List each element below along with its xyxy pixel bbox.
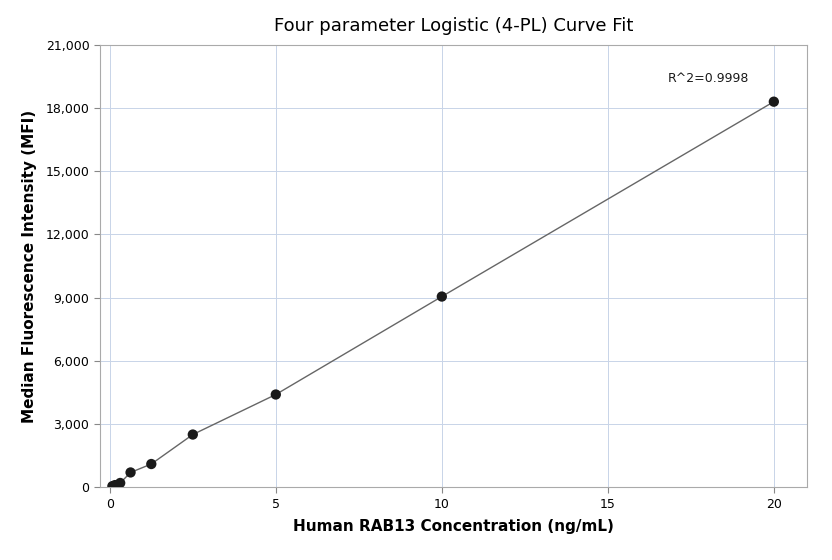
Point xyxy=(767,97,780,106)
X-axis label: Human RAB13 Concentration (ng/mL): Human RAB13 Concentration (ng/mL) xyxy=(293,519,614,534)
Point xyxy=(270,390,283,399)
Point xyxy=(186,430,200,439)
Point xyxy=(435,292,448,301)
Y-axis label: Median Fluorescence Intensity (MFI): Median Fluorescence Intensity (MFI) xyxy=(22,109,37,423)
Point xyxy=(113,478,126,487)
Text: R^2=0.9998: R^2=0.9998 xyxy=(667,72,749,85)
Point xyxy=(145,460,158,469)
Point xyxy=(108,480,121,489)
Title: Four parameter Logistic (4-PL) Curve Fit: Four parameter Logistic (4-PL) Curve Fit xyxy=(274,17,633,35)
Point xyxy=(124,468,137,477)
Point xyxy=(106,482,119,491)
